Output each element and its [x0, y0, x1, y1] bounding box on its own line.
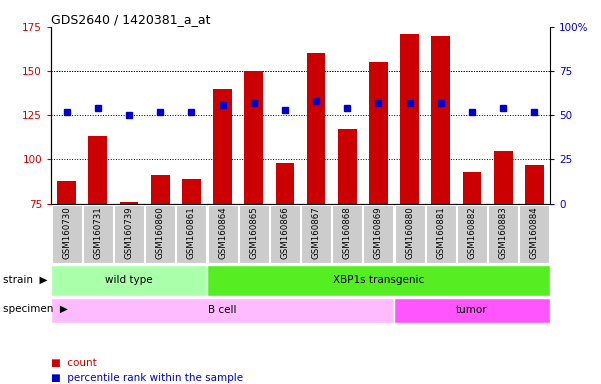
Bar	[151, 175, 169, 204]
Bar	[57, 180, 76, 204]
Bar	[364, 205, 394, 263]
Text: wild type: wild type	[105, 275, 153, 285]
Text: GSM160730: GSM160730	[62, 207, 71, 259]
Bar	[239, 205, 269, 263]
Text: GSM160882: GSM160882	[468, 207, 477, 259]
Bar	[120, 202, 138, 204]
Text: GSM160867: GSM160867	[311, 207, 320, 259]
Text: GSM160884: GSM160884	[530, 207, 539, 259]
Bar	[338, 129, 356, 204]
Bar	[177, 205, 206, 263]
Bar	[276, 163, 294, 204]
Text: GSM160880: GSM160880	[405, 207, 414, 259]
Text: GSM160883: GSM160883	[499, 207, 508, 259]
Bar	[463, 172, 481, 204]
Bar	[301, 205, 331, 263]
Bar	[395, 205, 424, 263]
Bar	[270, 205, 300, 263]
Text: ■  percentile rank within the sample: ■ percentile rank within the sample	[51, 373, 243, 383]
Bar	[432, 36, 450, 204]
Text: tumor: tumor	[456, 305, 488, 315]
Bar	[88, 136, 107, 204]
Bar	[400, 34, 419, 204]
Text: GSM160865: GSM160865	[249, 207, 258, 259]
Text: GSM160869: GSM160869	[374, 207, 383, 259]
Text: GSM160868: GSM160868	[343, 207, 352, 259]
Bar	[426, 205, 456, 263]
Bar	[332, 205, 362, 263]
Bar	[52, 205, 82, 263]
Text: GSM160881: GSM160881	[436, 207, 445, 259]
Bar	[525, 165, 544, 204]
Text: specimen  ▶: specimen ▶	[3, 304, 68, 314]
Text: GSM160864: GSM160864	[218, 207, 227, 259]
Bar	[51, 265, 207, 296]
Bar	[114, 205, 144, 263]
Bar	[51, 298, 394, 323]
Bar	[182, 179, 201, 204]
Text: GDS2640 / 1420381_a_at: GDS2640 / 1420381_a_at	[51, 13, 210, 26]
Bar	[488, 205, 518, 263]
Text: GSM160739: GSM160739	[124, 207, 133, 259]
Text: B cell: B cell	[209, 305, 237, 315]
Text: strain  ▶: strain ▶	[3, 274, 47, 285]
Bar	[207, 265, 550, 296]
Text: GSM160731: GSM160731	[93, 207, 102, 259]
Bar	[369, 62, 388, 204]
Bar	[213, 89, 232, 204]
Text: GSM160866: GSM160866	[281, 207, 290, 259]
Bar	[394, 298, 550, 323]
Bar	[145, 205, 175, 263]
Bar	[207, 205, 237, 263]
Bar	[494, 151, 513, 204]
Text: ■  count: ■ count	[51, 358, 97, 368]
Text: GSM160860: GSM160860	[156, 207, 165, 259]
Bar	[307, 53, 326, 204]
Bar	[83, 205, 113, 263]
Bar	[245, 71, 263, 204]
Text: XBP1s transgenic: XBP1s transgenic	[333, 275, 424, 285]
Bar	[457, 205, 487, 263]
Text: GSM160861: GSM160861	[187, 207, 196, 259]
Bar	[519, 205, 549, 263]
